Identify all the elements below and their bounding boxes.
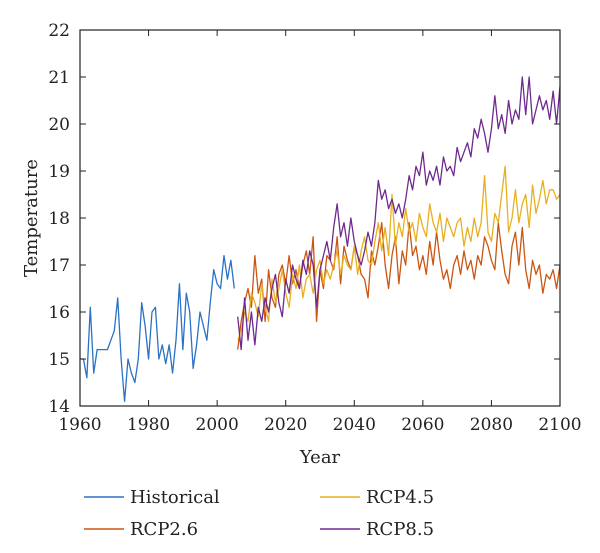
- legend-label: RCP4.5: [366, 487, 434, 508]
- x-tick-label: 2060: [401, 415, 444, 435]
- axes: 1960 1980 2000 2020 2040 2060 2080 2100 14 15 16 17…: [48, 21, 581, 435]
- plot-frame: [79, 29, 561, 407]
- series-line-historical: [80, 254, 235, 402]
- x-tick-label: 1960: [58, 415, 101, 435]
- x-tick-label: 1980: [127, 415, 170, 435]
- y-tick-label: 18: [48, 209, 70, 229]
- x-tick-label: 2000: [196, 415, 239, 435]
- legend: Historical RCP4.5 RCP2.6 RCP8.5: [84, 487, 434, 540]
- series-line-rcp2-6: [237, 222, 561, 350]
- legend-label: RCP8.5: [366, 519, 434, 540]
- x-axis-title: Year: [299, 447, 341, 468]
- legend-label: RCP2.6: [130, 519, 198, 540]
- x-tick-label: 2020: [264, 415, 307, 435]
- x-tick-label: 2100: [538, 415, 581, 435]
- legend-item-rcp8-5: RCP8.5: [320, 519, 434, 540]
- y-tick-label: 22: [48, 21, 70, 41]
- y-tick-label: 16: [48, 303, 70, 323]
- y-tick-label: 17: [48, 256, 70, 276]
- legend-label: Historical: [130, 487, 220, 508]
- series-line-rcp4-5: [237, 165, 561, 341]
- legend-item-rcp4-5: RCP4.5: [320, 487, 434, 508]
- plot-area: [80, 76, 561, 402]
- x-tick-label: 2080: [470, 415, 513, 435]
- y-tick-label: 20: [48, 115, 70, 135]
- y-tick-label: 15: [48, 350, 70, 370]
- y-axis-title: Temperature: [21, 159, 42, 277]
- series-line-rcp8-5: [237, 76, 561, 351]
- y-tick-label: 19: [48, 162, 70, 182]
- legend-item-rcp2-6: RCP2.6: [84, 519, 198, 540]
- y-tick-label: 21: [48, 68, 70, 88]
- y-tick-label: 14: [48, 397, 70, 417]
- x-tick-label: 2040: [333, 415, 376, 435]
- legend-item-historical: Historical: [84, 487, 220, 508]
